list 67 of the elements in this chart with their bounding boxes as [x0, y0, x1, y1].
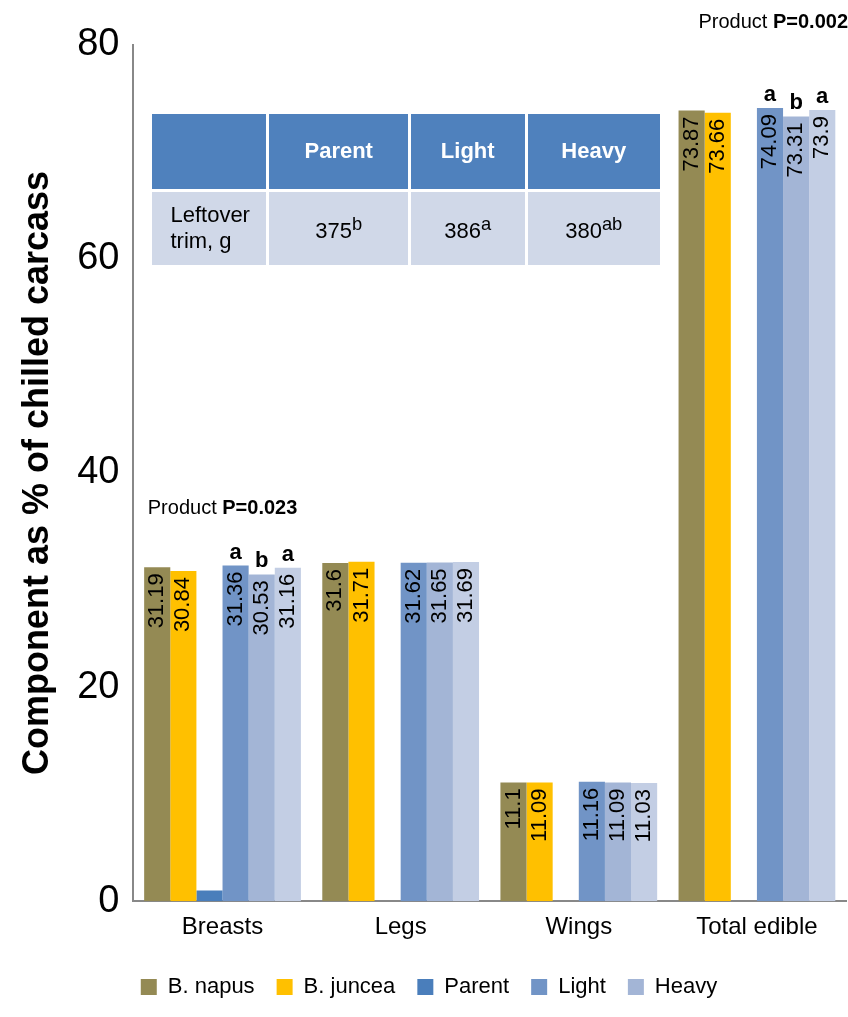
data-label: 30.84 [169, 577, 195, 633]
x-tick-label: Legs [374, 912, 427, 940]
data-label: 31.19 [143, 573, 169, 629]
x-tick-label: Total edible [696, 912, 818, 940]
bar [170, 571, 197, 902]
legend-label: Parent [444, 973, 510, 999]
bar [704, 112, 731, 902]
x-tick-label: Breasts [181, 912, 264, 940]
data-label: 30.53 [247, 580, 273, 636]
data-label: 31.71 [347, 567, 373, 623]
y-tick-label: 60 [77, 235, 120, 278]
data-label: 11.16 [577, 787, 603, 842]
data-label: 31.36 [221, 571, 247, 627]
bar [248, 574, 275, 902]
legend-label: B. napus [167, 973, 255, 999]
annotation: 380$^{ab}$ [526, 190, 662, 267]
bar [783, 116, 810, 902]
bar [322, 562, 349, 902]
data-label: 73.66 [703, 118, 729, 174]
text: Product P=0.002 [698, 9, 848, 32]
x-tick-label: Wings [545, 912, 613, 940]
annotation: Parent [267, 112, 410, 191]
y-tick-label: 80 [77, 21, 120, 64]
y-tick-label: 40 [77, 449, 120, 492]
data-label: 74.09 [756, 114, 782, 170]
data-label: 31.69 [452, 567, 478, 624]
annotation: a [281, 540, 295, 566]
data-label: 11.09 [525, 788, 551, 842]
data-label: 11.03 [630, 789, 656, 843]
bar [196, 890, 223, 902]
bar [452, 561, 480, 902]
annotation: a [816, 83, 830, 109]
annotation: Heavy [526, 112, 662, 191]
annotation: 375$^{b}$ [267, 190, 410, 267]
data-label: 31.65 [425, 568, 451, 624]
y-axis-title: Component as % of chilled carcass [14, 170, 56, 776]
bar [756, 108, 784, 902]
bar [348, 561, 375, 902]
data-label: 31.62 [399, 568, 425, 624]
annotation: a [763, 81, 777, 107]
data-label: 31.16 [273, 573, 299, 629]
legend-label: Light [558, 973, 606, 999]
data-label: 73.31 [782, 122, 808, 178]
annotation: b [789, 89, 803, 115]
bar [426, 562, 453, 902]
bar [400, 562, 427, 902]
data-label: 73.9 [808, 116, 834, 159]
y-tick-label: 20 [77, 663, 120, 706]
annotation: a [229, 538, 243, 564]
data-label: 11.1 [499, 788, 525, 830]
bar [809, 110, 836, 902]
data-label: 73.87 [677, 116, 703, 172]
legend-label: B. juncea [303, 973, 397, 999]
bar [678, 110, 705, 902]
bar [222, 565, 249, 902]
data-label: 11.09 [604, 788, 630, 842]
legend-label: Heavy [654, 973, 718, 999]
annotation: b [255, 547, 269, 573]
bar [274, 567, 301, 902]
y-tick-label: 0 [98, 877, 120, 920]
data-label: 31.6 [321, 568, 347, 612]
annotation: Product P=0.023 [147, 495, 298, 518]
bar [144, 567, 171, 902]
annotation: Leftover trim, g [150, 190, 268, 267]
annotation: Light [409, 112, 527, 191]
bar [500, 782, 527, 902]
annotation: 386$^{a}$ [409, 190, 527, 267]
